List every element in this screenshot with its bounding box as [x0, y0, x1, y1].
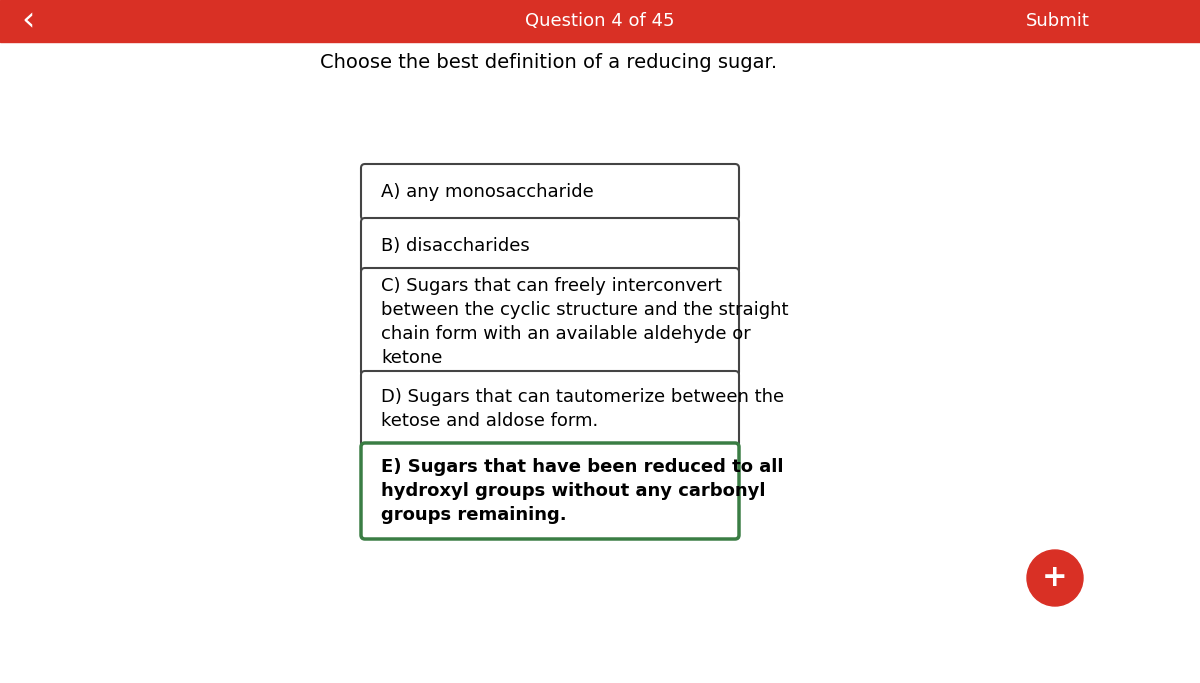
- Bar: [0, 0, 1200, 42]
- FancyBboxPatch shape: [361, 268, 739, 376]
- FancyBboxPatch shape: [361, 443, 739, 539]
- Text: B) disaccharides: B) disaccharides: [382, 237, 529, 255]
- FancyBboxPatch shape: [361, 371, 739, 447]
- Text: C) Sugars that can freely interconvert
between the cyclic structure and the stra: C) Sugars that can freely interconvert b…: [382, 277, 788, 367]
- Text: +: +: [1042, 563, 1068, 592]
- Text: Question 4 of 45: Question 4 of 45: [526, 12, 674, 30]
- Text: A) any monosaccharide: A) any monosaccharide: [382, 183, 594, 201]
- Text: D) Sugars that can tautomerize between the
ketose and aldose form.: D) Sugars that can tautomerize between t…: [382, 388, 784, 430]
- Circle shape: [1027, 550, 1084, 606]
- Text: Submit: Submit: [1026, 12, 1090, 30]
- Text: Choose the best definition of a reducing sugar.: Choose the best definition of a reducing…: [320, 53, 778, 72]
- FancyBboxPatch shape: [361, 218, 739, 274]
- Text: E) Sugars that have been reduced to all
hydroxyl groups without any carbonyl
gro: E) Sugars that have been reduced to all …: [382, 458, 784, 525]
- FancyBboxPatch shape: [361, 164, 739, 220]
- Text: ‹: ‹: [22, 5, 35, 38]
